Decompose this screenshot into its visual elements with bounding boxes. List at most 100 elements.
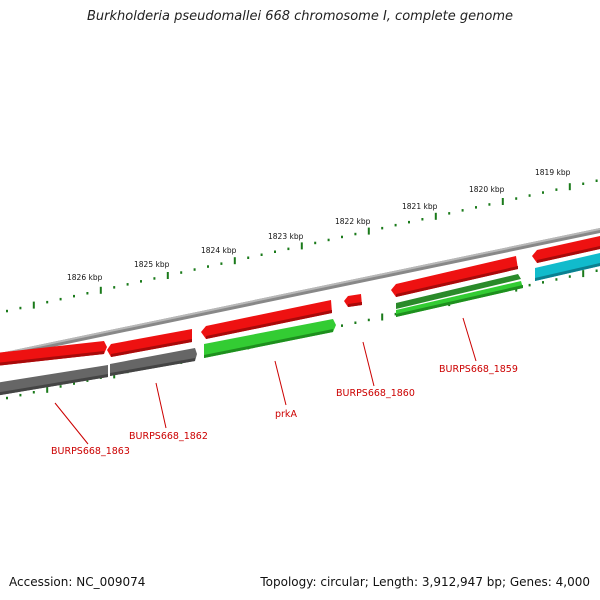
inner-tick-minor	[32, 391, 35, 394]
feature-red-2	[107, 329, 192, 357]
inner-tick-minor	[59, 385, 62, 388]
leader-line-prkA	[274, 360, 287, 406]
inner-tick-minor	[354, 321, 357, 324]
outer-tick-major	[99, 286, 102, 294]
outer-tick-minor	[193, 268, 196, 271]
outer-tick-minor	[488, 203, 491, 206]
accession-text: Accession: NC_009074	[9, 575, 146, 589]
inner-tick-minor	[542, 281, 544, 284]
outer-tick-minor	[354, 232, 357, 236]
feature-red-5-shade	[396, 266, 518, 297]
ruler-label-1822: 1822 kbp	[335, 217, 371, 226]
outer-tick-minor	[6, 309, 8, 313]
gene-label-1863: BURPS668_1863	[51, 446, 130, 457]
inner-tick-minor	[6, 396, 8, 400]
feature-green-1	[204, 319, 336, 358]
leader-line-1863	[54, 402, 89, 445]
feature-green-1-shade	[204, 329, 333, 358]
ruler-label-1826: 1826 kbp	[67, 273, 103, 282]
inner-tick-minor	[595, 269, 598, 272]
outer-tick-minor	[381, 226, 384, 230]
outer-tick-major	[501, 198, 504, 205]
outer-tick-minor	[582, 182, 585, 185]
outer-tick-minor	[595, 179, 598, 182]
outer-tick-minor	[19, 306, 22, 310]
leader-line-1862	[155, 382, 167, 429]
feature-red-4-shade	[348, 302, 362, 307]
outer-tick-major	[32, 301, 35, 309]
outer-tick-minor	[408, 220, 410, 224]
inner-tick-minor	[341, 324, 343, 327]
outer-tick-minor	[274, 250, 276, 253]
inner-tick-major	[381, 313, 384, 321]
outer-tick-minor	[113, 286, 116, 289]
outer-tick-minor	[140, 280, 142, 283]
outer-tick-major	[367, 227, 370, 235]
inner-tick-major	[46, 385, 49, 393]
outer-tick-minor	[475, 206, 477, 209]
feature-red-2-shade	[111, 339, 192, 357]
feature-gray-2	[110, 348, 197, 376]
feature-cyan-1-shade	[535, 263, 600, 281]
outer-tick-minor	[207, 265, 209, 268]
leader-line-1859	[462, 317, 477, 362]
outer-tick-minor	[461, 209, 464, 212]
topology-text: Topology: circular; Length: 3,912,947 bp…	[260, 575, 590, 589]
outer-tick-minor	[314, 241, 317, 245]
outer-tick-minor	[247, 256, 250, 259]
outer-tick-minor	[327, 238, 330, 242]
ruler-label-1824: 1824 kbp	[201, 246, 237, 255]
outer-tick-minor	[448, 212, 451, 215]
ruler-label-1819: 1819 kbp	[535, 168, 571, 177]
feature-red-3-shade	[206, 310, 332, 339]
map-title: Burkholderia pseudomallei 668 chromosome…	[86, 9, 514, 24]
inner-tick-minor	[528, 283, 531, 287]
inner-tick-minor	[394, 312, 397, 316]
feature-red-1-shade	[0, 351, 104, 366]
inner-tick-minor	[568, 275, 571, 278]
outer-tick-minor	[341, 235, 343, 239]
feature-red-6	[532, 236, 600, 263]
ruler-label-1823: 1823 kbp	[268, 232, 304, 241]
outer-tick-minor	[180, 271, 183, 274]
gene-label-prkA: prkA	[275, 409, 297, 420]
outer-tick-minor	[86, 292, 89, 295]
outer-tick-minor	[46, 300, 49, 304]
leader-line-1860	[362, 341, 375, 387]
outer-tick-minor	[287, 247, 290, 251]
feature-cyan-1	[535, 253, 600, 281]
outer-ruler-ticks	[6, 179, 598, 313]
gene-label-1860: BURPS668_1860	[336, 388, 415, 399]
outer-tick-minor	[528, 194, 531, 197]
outer-tick-major	[166, 272, 169, 279]
outer-tick-major	[568, 183, 571, 191]
feature-gray-2-shade	[110, 358, 195, 376]
feature-darkgreen-1	[396, 274, 521, 309]
inner-tick-minor	[19, 393, 22, 397]
outer-tick-major	[233, 257, 236, 265]
feature-red-3	[201, 300, 332, 339]
backbone-ring-highlight	[0, 228, 600, 355]
outer-tick-major	[300, 242, 303, 250]
inner-tick-minor	[555, 278, 558, 281]
outer-tick-minor	[126, 283, 129, 286]
outer-tick-minor	[515, 197, 518, 200]
feature-green-2-shade	[396, 285, 523, 317]
feature-red-5	[391, 256, 518, 297]
outer-tick-minor	[421, 218, 424, 221]
inner-tick-minor	[367, 318, 370, 322]
outer-tick-minor	[555, 188, 558, 191]
outer-tick-minor	[73, 294, 75, 298]
inner-tick-major	[582, 270, 585, 278]
outer-tick-minor	[260, 253, 263, 256]
ruler-label-1820: 1820 kbp	[469, 185, 505, 194]
inner-tick-minor	[73, 382, 75, 385]
feature-gray-1-shade	[0, 374, 108, 396]
outer-tick-minor	[542, 191, 544, 194]
outer-tick-minor	[153, 277, 156, 280]
outer-tick-minor	[394, 223, 397, 227]
gene-label-1862: BURPS668_1862	[129, 431, 208, 442]
outer-tick-minor	[59, 297, 62, 301]
feature-red-6-shade	[537, 246, 600, 263]
